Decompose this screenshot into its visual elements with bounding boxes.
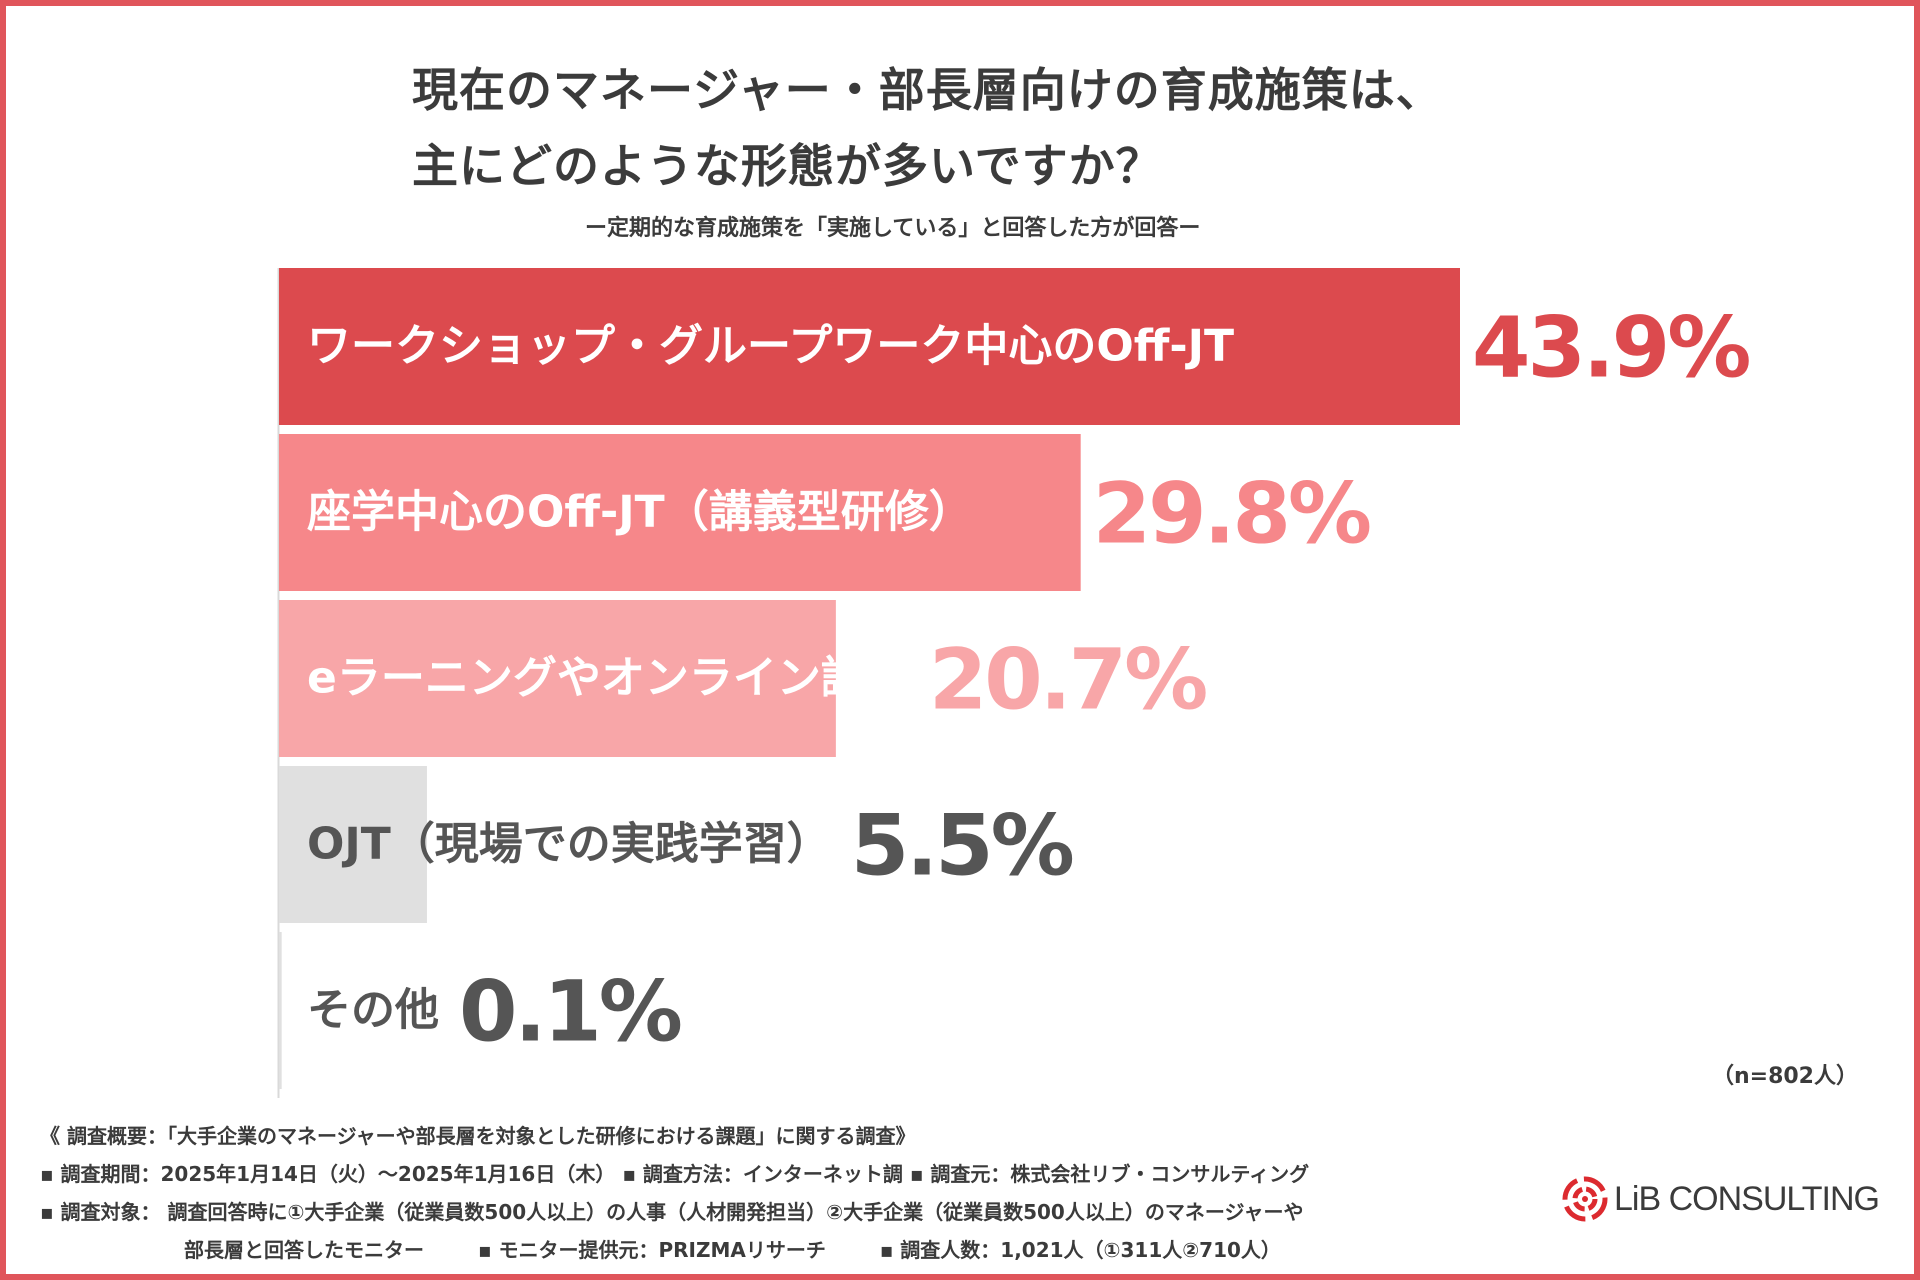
category-label-2: 座学中心のOff-JT（講義型研修） xyxy=(307,487,973,538)
category-label-4: OJT（現場での実践学習） xyxy=(307,819,831,870)
category-label-1: ワークショップ・グループワーク中心のOff-JT xyxy=(307,321,1234,372)
value-label-1: 43.9% xyxy=(1472,299,1749,397)
sample-size-label: （n=802人） xyxy=(1711,1064,1858,1089)
logo-swirl-icon xyxy=(1562,1176,1608,1222)
survey-count: ▪ 調査人数：1,021人（①311人②710人） xyxy=(879,1238,1281,1262)
value-label-4: 5.5% xyxy=(851,797,1073,895)
category-label-3: eラーニングやオンライン講義 xyxy=(307,653,909,704)
value-label-3: 20.7% xyxy=(929,631,1206,729)
value-label-2: 29.8% xyxy=(1093,465,1370,563)
bar-5 xyxy=(279,932,282,1089)
survey-period: ▪ 調査期間：2025年1月14日（火）～2025年1月16日（木） xyxy=(40,1162,616,1186)
category-label-5: その他 xyxy=(307,985,439,1036)
company-logo: LiB CONSULTING xyxy=(1562,1176,1880,1222)
chart-title: 現在のマネージャー・部長層向けの育成施策は、 主にどのような形態が多いですか？ xyxy=(412,52,1443,204)
survey-method: ▪ 調査方法：インターネット調 xyxy=(622,1162,903,1186)
chart-subtitle: ー定期的な育成施策を「実施している」と回答した方が回答ー xyxy=(585,216,1201,241)
survey-footer: 《 調査概要：「大手企業のマネージャーや部長層を対象とした研修における課題」に関… xyxy=(40,1117,1309,1269)
survey-target-cont: 部長層と回答したモニター xyxy=(184,1238,424,1262)
bar-2 xyxy=(279,434,1081,591)
logo-text: LiB CONSULTING xyxy=(1614,1179,1880,1218)
survey-overview: 《 調査概要：「大手企業のマネージャーや部長層を対象とした研修における課題」に関… xyxy=(40,1124,916,1148)
bar-4 xyxy=(279,766,427,923)
bar-1 xyxy=(279,268,1460,425)
survey-provider: ▪ モニター提供元：PRIZMAリサーチ xyxy=(477,1238,826,1262)
bar-3 xyxy=(279,600,836,757)
value-label-5: 0.1% xyxy=(459,963,681,1061)
title-line-2: 主にどのような形態が多いですか？ xyxy=(412,139,1163,193)
survey-target: ▪ 調査対象： 調査回答時に①大手企業（従業員数500人以上）の人事（人材開発担… xyxy=(40,1200,1304,1224)
survey-source: ▪ 調査元：株式会社リブ・コンサルティング xyxy=(909,1162,1310,1186)
title-line-1: 現在のマネージャー・部長層向けの育成施策は、 xyxy=(412,63,1443,117)
